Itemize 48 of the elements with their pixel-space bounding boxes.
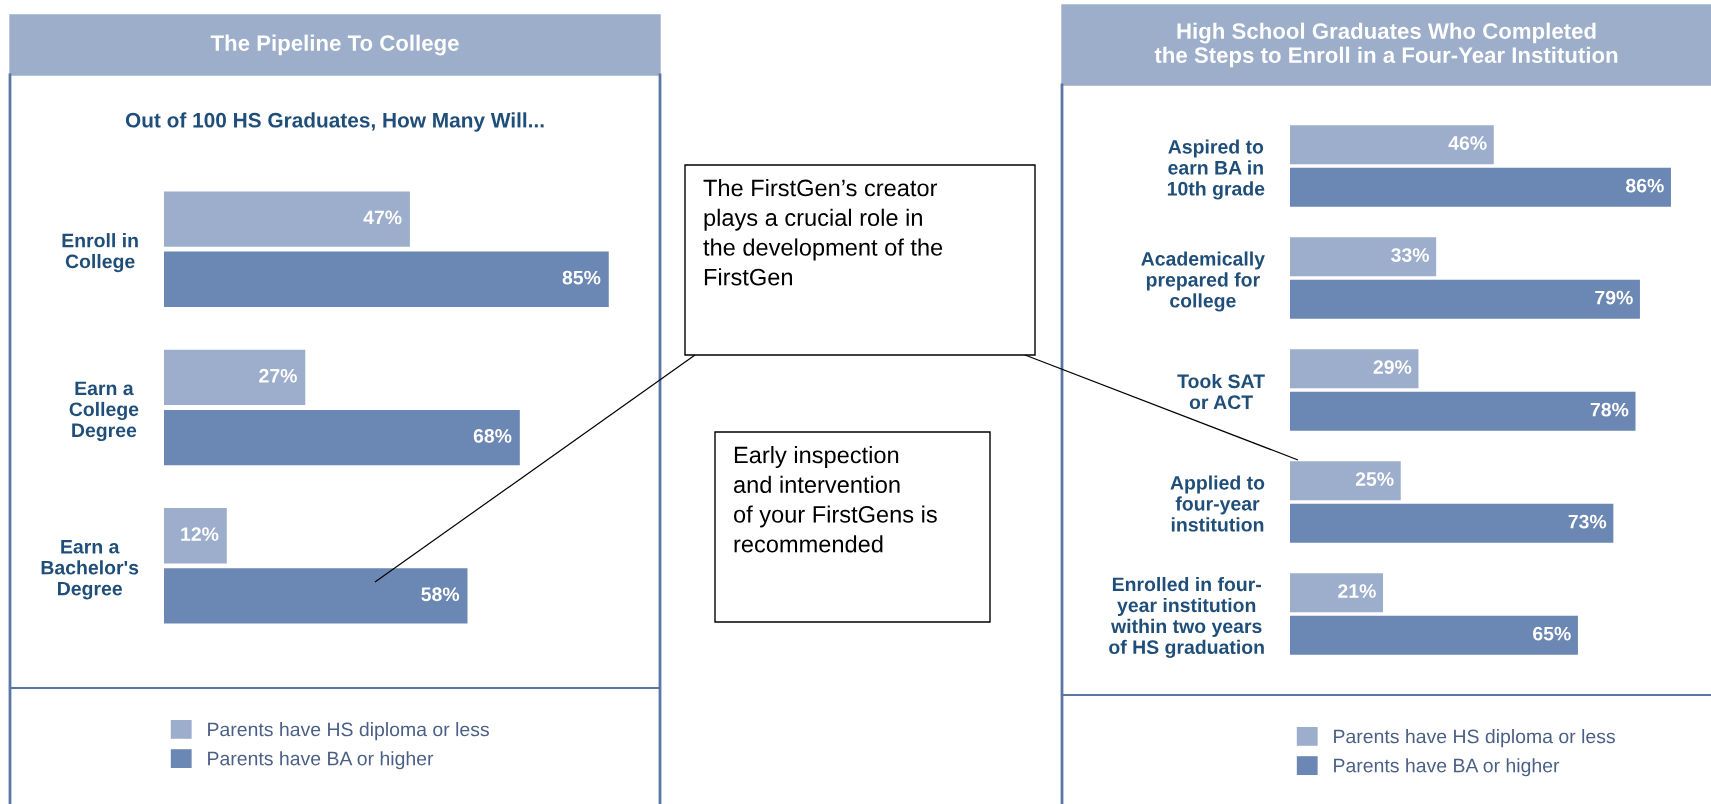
category-label: Applied to four-year institution [1170, 475, 1265, 532]
data-label: 21% [1338, 584, 1376, 598]
chart-title: The Pipeline To College [210, 34, 459, 56]
text: The FirstGen’s creator plays a crucial role in the development of the FirstGen [703, 179, 943, 286]
bar [1290, 167, 1671, 207]
legend-label: Parents have HS diploma or less [208, 722, 489, 741]
data-label: 65% [1533, 626, 1571, 641]
data-label: 86% [1626, 178, 1664, 193]
bar [1290, 573, 1384, 613]
bar [1290, 461, 1401, 501]
category-label: Academically prepared for college [1141, 251, 1265, 312]
chart-title: High School Graduates Who Completed the Steps to Enroll in a Four-Year Institution [1154, 22, 1618, 68]
bar [1290, 503, 1614, 543]
text: Early inspection and intervention of your FirstGens is recommended [733, 446, 937, 553]
category-label: Took SAT or ACT [1177, 373, 1265, 410]
data-label: 27% [259, 368, 297, 383]
data-label: 78% [1590, 402, 1629, 417]
data-label: 85% [562, 270, 601, 285]
bar [164, 568, 468, 624]
bar [1290, 237, 1437, 277]
category-label: Earn a College Degree [69, 381, 139, 442]
bar [1290, 349, 1419, 389]
data-label: 58% [421, 587, 460, 602]
legend-label: Parents have BA or higher [208, 751, 434, 770]
data-label: 33% [1391, 248, 1430, 262]
data-label: 68% [473, 429, 512, 443]
bar [1290, 279, 1640, 319]
category-label: Earn a Bachelor's Degree [41, 540, 139, 600]
data-label: 12% [181, 527, 219, 541]
bar [164, 349, 306, 406]
data-label: 47% [363, 210, 402, 225]
data-label: 29% [1373, 360, 1412, 374]
chart-subtitle: Out of 100 HS Graduates, How Many Will... [125, 112, 544, 132]
category-label: Aspired to earn BA in 10th grade [1167, 139, 1265, 200]
bar [164, 251, 609, 307]
legend-label: Parents have HS diploma or less [1334, 729, 1615, 748]
bar [1290, 125, 1494, 165]
bar [1290, 615, 1578, 655]
data-label: 73% [1568, 514, 1607, 529]
data-label: 25% [1355, 472, 1394, 486]
bar [164, 409, 520, 466]
bar [164, 191, 410, 247]
category-label: Enroll in College [62, 233, 138, 273]
data-label: 46% [1448, 136, 1487, 150]
category-label: Enrolled in four- year institution within two years of HS graduation [1109, 576, 1264, 658]
bar [164, 508, 227, 564]
data-label: 79% [1595, 290, 1633, 305]
legend-label: Parents have BA or higher [1334, 758, 1560, 777]
